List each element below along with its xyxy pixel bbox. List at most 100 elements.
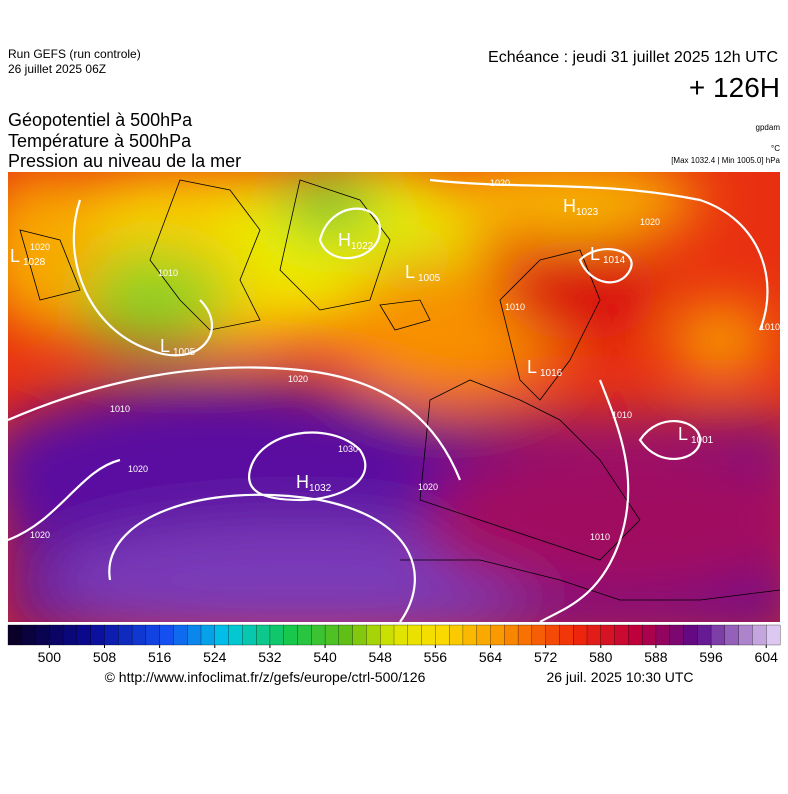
colorbar-swatch [435,624,450,646]
issue-time: 26 juil. 2025 10:30 UTC [546,669,693,685]
colorbar-label: 548 [369,649,393,665]
isobar-label: 1020 [30,242,50,252]
center-value: 1005 [418,273,441,284]
colorbar-swatch [448,624,464,646]
center-value: 1028 [23,257,46,268]
center-letter: L [10,246,20,266]
colorbar-swatch [517,624,533,646]
colorbar-swatch [724,624,740,646]
colorbar-swatch [311,624,326,646]
lead-time: + 126H [689,72,780,103]
isobar-label: 1010 [590,532,610,542]
colorbar-label: 572 [534,649,558,665]
center-letter: H [338,230,351,250]
isobar-label: 1020 [288,374,308,384]
colorbar-swatch [214,624,230,646]
colorbar-label: 580 [589,649,613,665]
isobar-label: 1020 [128,464,148,474]
colorbar-swatch [200,624,216,646]
isobar-label: 1010 [110,404,130,414]
center-letter: H [296,472,309,492]
unit: gpdam [756,123,781,132]
run-title: Run GEFS (run controle) [8,47,141,61]
colorbar-label: 564 [479,649,503,665]
colorbar-label: 500 [38,649,62,665]
colorbar-swatch [669,624,684,646]
colorbar-swatch [118,624,133,646]
isobar-label: 1020 [640,217,660,227]
colorbar-label: 524 [203,649,227,665]
colorbar-swatch [104,624,119,646]
field-name: Géopotentiel à 500hPa [8,110,193,130]
colorbar-swatch [366,624,381,646]
center-letter: L [678,424,688,444]
colorbar-swatch [407,624,423,646]
center-value: 1022 [351,241,374,252]
colorbar-swatch [62,624,78,646]
colorbar-label: 588 [644,649,668,665]
colorbar-swatch [504,624,519,646]
colorbar-swatch [228,624,243,646]
colorbar-label: 532 [258,649,282,665]
colorbar-swatch [752,624,767,646]
colorbar-swatch [531,624,547,646]
colorbar-swatch [476,624,491,646]
colorbar-label: 516 [148,649,172,665]
colorbar-swatch [338,624,354,646]
colorbar-swatch [35,624,50,646]
colorbar-label: 604 [755,649,779,665]
colorbar-swatch [738,624,753,646]
map [8,172,780,622]
colorbar-swatch [297,624,312,646]
center-value: 1032 [309,483,332,494]
center-value: 1016 [540,368,563,379]
colorbar-swatch [655,624,671,646]
colorbar-label: 508 [93,649,117,665]
center-letter: L [527,357,537,377]
colorbar-swatch [380,624,395,646]
colorbar-swatch [628,624,643,646]
colorbar-swatch [462,624,478,646]
colorbar-swatch [49,624,64,646]
isobar-label: 1010 [760,322,780,332]
center-letter: L [590,244,600,264]
colorbar-swatch [586,624,602,646]
colorbar-swatch [545,624,560,646]
colorbar-swatch [90,624,105,646]
unit: [Max 1032.4 | Min 1005.0] hPa [671,156,780,165]
colorbar-swatch [352,624,367,646]
colorbar-swatch [393,624,409,646]
isobar-label: 1010 [505,302,525,312]
colorbar-label: 540 [313,649,337,665]
colorbar-swatch [269,624,285,646]
isobar-label: 1010 [612,410,632,420]
colorbar-label: 596 [699,649,723,665]
center-value: 1023 [576,207,599,218]
colorbar-swatch [21,624,37,646]
center-letter: L [160,336,170,356]
colorbar-label: 556 [424,649,448,665]
colorbar-swatch [559,624,574,646]
colorbar-swatch [173,624,188,646]
field-name: Température à 500hPa [8,131,192,151]
colorbar-swatch [573,624,588,646]
colorbar-swatch [697,624,712,646]
valid-time: Echéance : jeudi 31 juillet 2025 12h UTC [488,49,778,66]
field-name: Pression au niveau de la mer [8,151,241,171]
colorbar-swatch [600,624,616,646]
colorbar-swatch [255,624,271,646]
colorbar-swatch [641,624,657,646]
colorbar-swatch [159,624,174,646]
isobar-label: 1020 [490,178,510,188]
center-letter: L [405,262,415,282]
colorbar-swatch [421,624,436,646]
unit: °C [771,144,780,153]
colorbar-swatch [324,624,340,646]
source-link: © http://www.infoclimat.fr/z/gefs/europe… [105,669,426,685]
isobar-label: 1020 [30,530,50,540]
colorbar-swatch [283,624,298,646]
colorbar-swatch [145,624,161,646]
colorbar-swatch [766,624,781,646]
colorbar-swatch [76,624,92,646]
